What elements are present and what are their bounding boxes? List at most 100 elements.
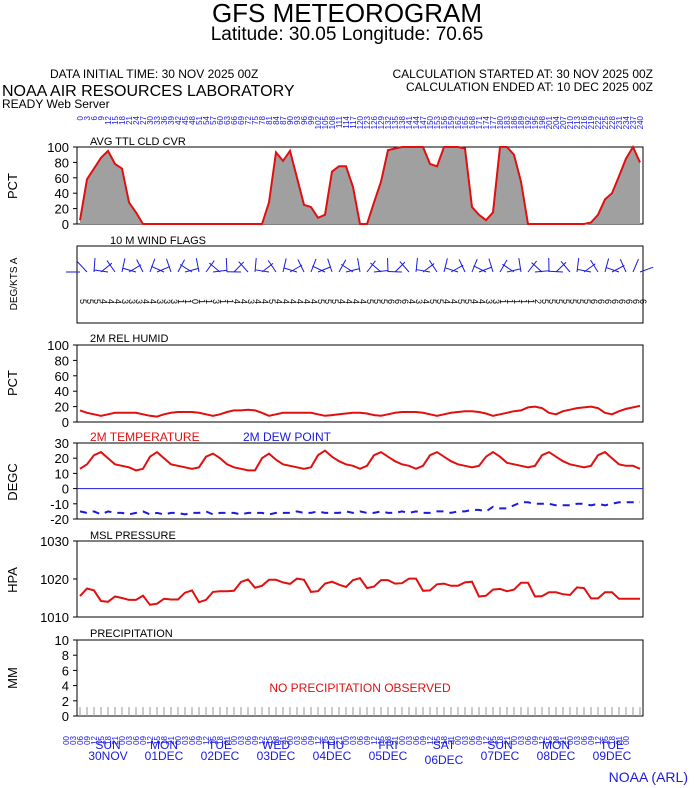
temperature-tick-label: 20 — [55, 451, 69, 466]
wind-ylabel: DEG/KTS A — [9, 257, 20, 310]
wind-speed-label: 5 — [568, 299, 578, 304]
hour-axis-label: 06 — [412, 735, 421, 744]
forecast-hour-label: 3 — [83, 115, 92, 120]
wind-speed-label: 4 — [442, 299, 452, 304]
date-label: 02DEC — [201, 749, 240, 763]
humidity-tick-label: 0 — [62, 415, 69, 430]
wind-speed-label: 1 — [176, 299, 186, 304]
calc-ended: CALCULATION ENDED AT: 10 DEC 2025 00Z — [406, 80, 653, 94]
hour-axis-label: 00 — [454, 735, 463, 744]
temperature-tick-label: 0 — [62, 482, 69, 497]
wind-barb — [416, 269, 431, 273]
hour-axis-label: 12 — [538, 735, 547, 744]
hour-axis-label: 21 — [335, 735, 344, 744]
wind-barb — [106, 260, 116, 273]
hour-axis-label: 18 — [440, 735, 449, 744]
wind-barb — [94, 269, 109, 273]
dewpoint-title: 2M DEW POINT — [243, 430, 332, 444]
wind-barb — [478, 266, 493, 273]
wind-speed-label: 4 — [274, 299, 284, 304]
pressure-tick-label: 1010 — [40, 610, 69, 625]
date-label: 07DEC — [481, 749, 520, 763]
hour-axis-label: 00 — [286, 735, 295, 744]
forecast-hour-label: 144 — [412, 115, 421, 129]
wind-barb — [518, 258, 522, 273]
date-label: 04DEC — [313, 749, 352, 763]
hour-axis-label: 06 — [356, 735, 365, 744]
hour-axis-label: 15 — [545, 735, 554, 744]
hour-axis-label: 12 — [314, 735, 323, 744]
hour-axis-label: 03 — [181, 735, 190, 744]
date-label: 05DEC — [369, 749, 408, 763]
hour-axis-label: 12 — [202, 735, 211, 744]
wind-barb — [502, 263, 515, 273]
hour-axis-label: 09 — [363, 735, 372, 744]
day-of-week-label: TUE — [208, 738, 232, 752]
forecast-hour-label: 84 — [272, 115, 281, 124]
date-label: 09DEC — [593, 749, 632, 763]
wind-speed-label: 3 — [134, 299, 144, 304]
hour-axis-label: 00 — [118, 735, 127, 744]
forecast-hour-label: 87 — [279, 115, 288, 124]
wind-speed-label: 4 — [351, 299, 361, 304]
dewpoint-line — [79, 501, 640, 516]
wind-speed-label: 4 — [309, 299, 319, 304]
wind-barb — [121, 258, 126, 273]
hour-axis-label: 09 — [475, 735, 484, 744]
forecast-hour-label: 207 — [559, 115, 568, 129]
forecast-hour-label: 9 — [97, 115, 106, 120]
forecast-hour-label: 216 — [580, 115, 589, 129]
forecast-hour-label: 141 — [405, 115, 414, 129]
hour-axis-label: 12 — [90, 735, 99, 744]
wind-speed-label: 4 — [239, 299, 249, 304]
hour-axis-label: 21 — [279, 735, 288, 744]
wind-barb — [394, 261, 406, 273]
wind-barb — [238, 261, 249, 273]
wind-speed-label: 5 — [92, 299, 102, 304]
temperature-title: 2M TEMPERATURE — [90, 430, 200, 444]
wind-barb — [184, 267, 199, 273]
humidity-ylabel: PCT — [5, 370, 20, 396]
forecast-hour-label: 189 — [517, 115, 526, 129]
humidity-frame — [76, 344, 644, 423]
temperature-ylabel: DEGC — [5, 463, 20, 501]
wind-speed-label: 6 — [610, 299, 620, 304]
wind-speed-label: 1 — [183, 299, 193, 304]
wind-speed-label: 5 — [540, 299, 550, 304]
wind-barb — [471, 258, 478, 273]
temperature-tick-label: -10 — [50, 497, 69, 512]
hour-axis-label: 06 — [468, 735, 477, 744]
wind-speed-label: 5 — [78, 299, 88, 304]
forecast-hour-label: 135 — [391, 115, 400, 129]
temperature-tick-label: -20 — [50, 512, 69, 527]
pressure-tick-label: 1020 — [40, 572, 69, 587]
wind-speed-label: 6 — [603, 299, 613, 304]
wind-speed-label: 4 — [477, 299, 487, 304]
wind-speed-label: 1 — [512, 299, 522, 304]
hour-axis-label: 12 — [370, 735, 379, 744]
wind-speed-label: 5 — [379, 299, 389, 304]
temperature-tick-label: 30 — [55, 436, 69, 451]
hour-axis-label: 06 — [300, 735, 309, 744]
hour-axis-label: 03 — [293, 735, 302, 744]
hour-axis-label: 09 — [307, 735, 316, 744]
wind-barb — [310, 258, 317, 273]
forecast-hour-label: 213 — [573, 115, 582, 129]
hour-axis-label: 09 — [419, 735, 428, 744]
wind-speed-label: 4 — [470, 299, 480, 304]
hour-axis-label: 12 — [146, 735, 155, 744]
cloud-cover-tick-label: 20 — [55, 202, 69, 217]
forecast-hour-label: 147 — [419, 115, 428, 129]
hour-axis-label: 06 — [580, 735, 589, 744]
page-title: GFS METEOROGRAM — [211, 0, 483, 28]
forecast-hour-label: 30 — [146, 115, 155, 124]
hour-axis-label: 06 — [524, 735, 533, 744]
wind-speed-label: 4 — [344, 299, 354, 304]
wind-speed-label: 4 — [106, 299, 116, 304]
forecast-hour-label: 66 — [230, 115, 239, 124]
hour-axis-label: 12 — [426, 735, 435, 744]
hour-axis-label: 18 — [384, 735, 393, 744]
wind-speed-label: 4 — [288, 299, 298, 304]
wind-speed-label: 5 — [463, 299, 473, 304]
